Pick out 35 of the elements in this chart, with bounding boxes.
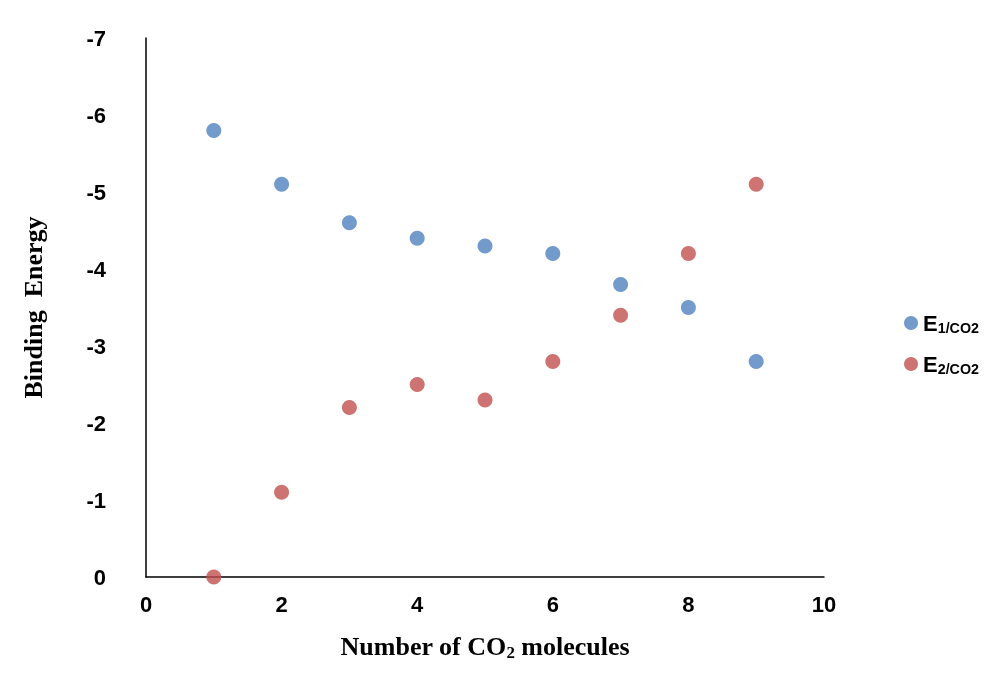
point: [341, 400, 357, 416]
y-tick-label: 0: [93, 564, 106, 590]
point: [206, 122, 222, 138]
point: [409, 230, 425, 246]
x-tick-label: 8: [682, 591, 695, 617]
y-tick-label: -6: [86, 102, 106, 128]
y-tick-label: -5: [86, 179, 106, 205]
y-axis-title: Binding Energy: [18, 216, 48, 399]
legend-label: E1/CO2: [923, 310, 980, 336]
point: [477, 238, 493, 254]
x-tick-label: 2: [275, 591, 288, 617]
point: [613, 307, 629, 323]
point: [274, 484, 290, 500]
y-tick-label: -4: [86, 256, 107, 282]
y-tick-label: -1: [86, 487, 106, 513]
point: [680, 246, 696, 262]
point: [748, 176, 764, 192]
point: [545, 246, 561, 262]
y-tick-label: -7: [86, 25, 106, 51]
x-tick-label: 10: [811, 591, 837, 617]
x-tick-label: 4: [411, 591, 425, 617]
legend-label: E2/CO2: [923, 351, 980, 377]
point: [545, 353, 561, 369]
point: [341, 215, 357, 231]
y-tick-label: -2: [86, 410, 106, 436]
point: [206, 569, 222, 585]
point: [274, 176, 290, 192]
point: [409, 377, 425, 392]
point: [748, 353, 764, 369]
point: [613, 276, 629, 292]
x-tick-label: 6: [546, 591, 559, 617]
point: [680, 300, 696, 315]
y-tick-label: -3: [86, 333, 106, 359]
point: [477, 392, 493, 408]
x-tick-label: 0: [139, 591, 153, 617]
